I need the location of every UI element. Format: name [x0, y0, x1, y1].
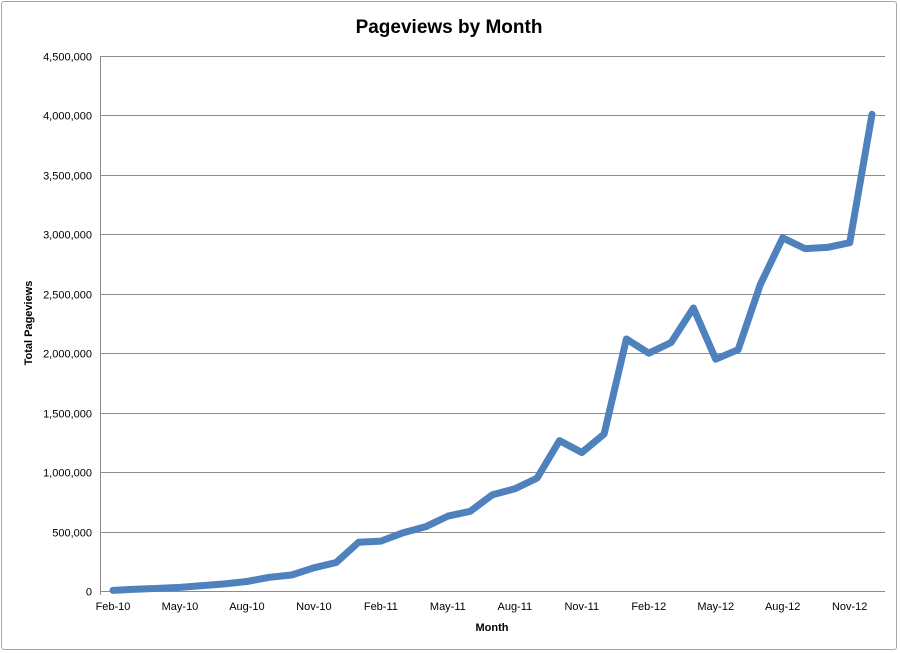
x-axis-tick-labels: Feb-10 May-10 Aug-10 Nov-10 Feb-11 May-11 Aug-… — [96, 601, 868, 613]
x-tick-label: Nov-10 — [296, 601, 331, 613]
y-axis-title: Total Pageviews — [23, 281, 35, 366]
x-tick-label: May-12 — [697, 601, 734, 613]
x-tick-label: Feb-10 — [96, 601, 131, 613]
x-tick-label: Aug-12 — [765, 601, 800, 613]
y-tick-label: 0 — [86, 587, 92, 599]
y-tick-label: 3,000,000 — [43, 230, 92, 242]
x-tick-label: Nov-12 — [832, 601, 867, 613]
x-tick-label: Aug-10 — [229, 601, 264, 613]
y-tick-label: 1,000,000 — [43, 468, 92, 480]
y-tick-label: 4,500,000 — [43, 52, 92, 64]
series-line-layer — [109, 110, 876, 594]
y-tick-label: 3,500,000 — [43, 171, 92, 183]
gridlines — [100, 56, 885, 595]
y-tick-label: 1,500,000 — [43, 409, 92, 421]
x-tick-label: May-10 — [162, 601, 199, 613]
series-line — [109, 110, 876, 594]
x-tick-label: Nov-11 — [564, 601, 599, 613]
x-tick-label: May-11 — [430, 601, 466, 613]
y-tick-label: 2,500,000 — [43, 290, 92, 302]
x-tick-label: Feb-11 — [364, 601, 398, 613]
x-tick-label: Aug-11 — [497, 601, 532, 613]
y-tick-label: 500,000 — [52, 528, 92, 540]
chart-title: Pageviews by Month — [356, 17, 543, 38]
x-axis-title: Month — [476, 622, 509, 634]
y-tick-label: 4,000,000 — [43, 111, 92, 123]
y-axis-tick-labels: 0 500,000 1,000,000 1,500,000 2,000,000 2,500… — [43, 52, 92, 599]
x-tick-label: Feb-12 — [631, 601, 666, 613]
y-tick-label: 2,000,000 — [43, 349, 92, 361]
